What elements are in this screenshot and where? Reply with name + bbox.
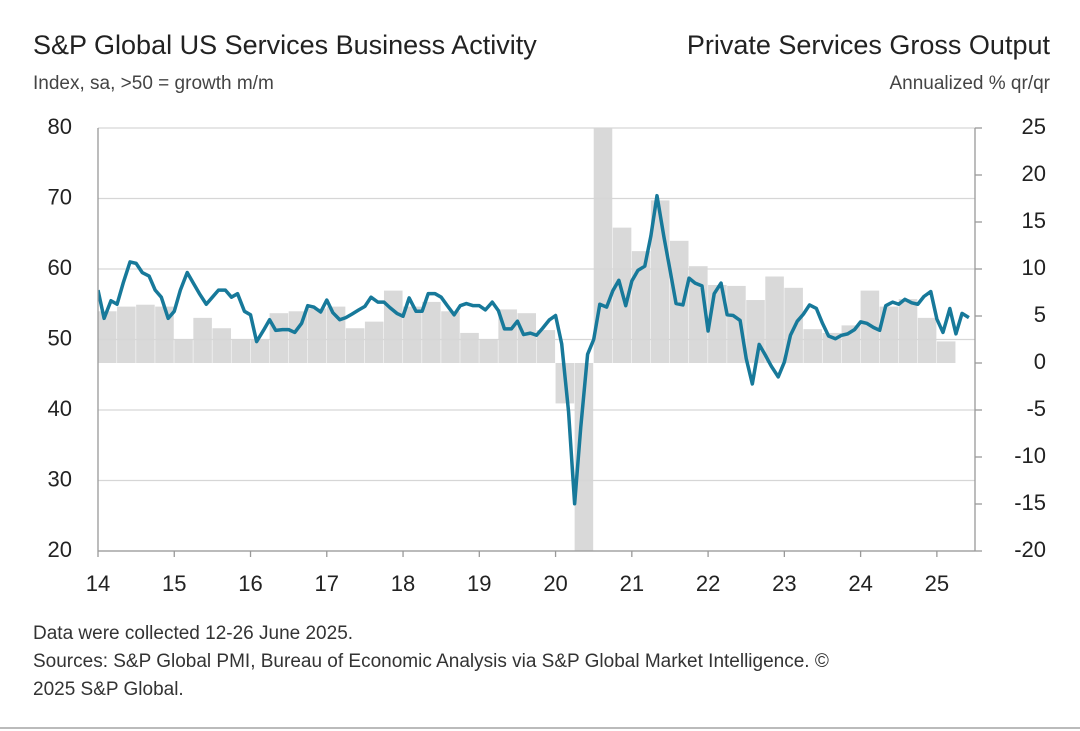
y-tick-label: 40 [48, 396, 72, 421]
x-tick-label: 24 [848, 571, 872, 596]
bar [765, 276, 784, 363]
bar [879, 306, 899, 363]
bar [631, 251, 651, 363]
y2-tick-label: -15 [1014, 490, 1046, 515]
bar [307, 308, 327, 363]
left-subtitle: Index, sa, >50 = growth m/m [33, 73, 274, 94]
footnote: Sources: S&P Global PMI, Bureau of Econo… [33, 651, 829, 672]
y-tick-label: 50 [48, 325, 72, 350]
left-title: S&P Global US Services Business Activity [33, 30, 537, 60]
bar [460, 332, 479, 363]
x-tick-label: 21 [620, 571, 644, 596]
bar [727, 285, 746, 363]
bar [441, 311, 460, 363]
bar [231, 339, 251, 363]
bar [898, 299, 918, 363]
x-tick-label: 18 [391, 571, 415, 596]
bar [517, 313, 536, 363]
bar [917, 317, 937, 363]
line [98, 193, 970, 506]
bar [364, 321, 384, 363]
bar [422, 301, 441, 363]
bar [403, 306, 422, 363]
y2-tick-label: -5 [1026, 396, 1046, 421]
bar [936, 341, 956, 363]
bar [212, 328, 231, 363]
y2-tick-label: -10 [1014, 443, 1046, 468]
x-tick-label: 25 [925, 571, 949, 596]
y-tick-label: 20 [48, 537, 72, 562]
bar [136, 304, 155, 363]
bar [383, 290, 403, 363]
y2-tick-label: 25 [1022, 114, 1046, 139]
y2-tick-label: 15 [1022, 208, 1046, 233]
bar [193, 317, 212, 363]
y2-tick-label: 10 [1022, 255, 1046, 280]
x-tick-label: 16 [238, 571, 262, 596]
bar [117, 306, 136, 363]
bar [479, 339, 498, 363]
x-tick-label: 17 [315, 571, 339, 596]
bar [803, 329, 822, 363]
x-tick-label: 14 [86, 571, 110, 596]
line-layer [98, 193, 970, 506]
right-title: Private Services Gross Output [687, 30, 1051, 60]
y-tick-label: 60 [48, 255, 72, 280]
bar [345, 328, 365, 363]
bar [98, 311, 117, 363]
x-tick-label: 20 [543, 571, 567, 596]
y2-tick-label: 5 [1034, 302, 1046, 327]
right-subtitle: Annualized % qr/qr [889, 73, 1050, 94]
axes-layer: 20 30 40 50 60 70 80 -20 -15 -10 -5 0 5 10 15 20 25 14 15 1… [48, 114, 1046, 596]
x-tick-label: 15 [162, 571, 186, 596]
x-tick-label: 22 [696, 571, 720, 596]
bar-layer [98, 128, 956, 551]
y2-tick-label: 20 [1022, 161, 1046, 186]
bar [536, 330, 556, 363]
y-tick-label: 30 [48, 466, 72, 491]
x-tick-label: 19 [467, 571, 491, 596]
grid-layer [98, 127, 975, 552]
bar [593, 128, 613, 364]
footnote: 2025 S&P Global. [33, 679, 184, 700]
bar [250, 339, 270, 363]
bar [155, 306, 174, 363]
y-tick-label: 80 [48, 114, 72, 139]
y2-tick-label: -20 [1014, 537, 1046, 562]
footnote: Data were collected 12-26 June 2025. [33, 623, 353, 644]
bar [669, 240, 689, 363]
bar [269, 313, 289, 363]
bar [822, 332, 842, 363]
y-tick-label: 70 [48, 184, 72, 209]
x-tick-label: 23 [772, 571, 796, 596]
bar [746, 300, 765, 363]
bar [174, 339, 193, 363]
y2-tick-label: 0 [1034, 349, 1046, 374]
